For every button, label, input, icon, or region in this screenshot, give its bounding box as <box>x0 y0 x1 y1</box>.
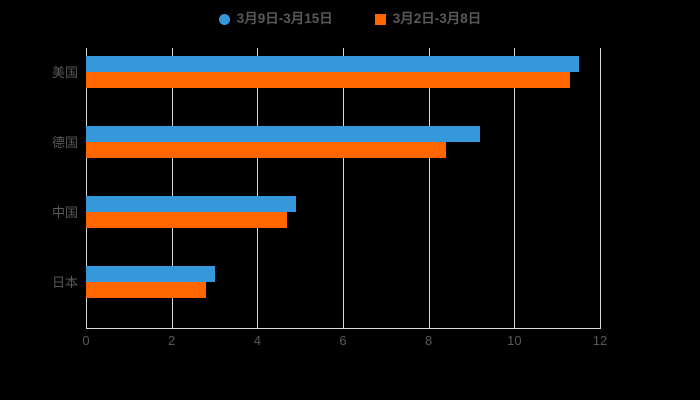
bar-group <box>86 126 600 158</box>
legend-item-series-0[interactable]: 3月9日-3月15日 <box>218 11 333 27</box>
x-axis-line <box>86 328 601 329</box>
x-axis-tick-label: 4 <box>253 333 261 348</box>
bar[interactable] <box>86 266 215 282</box>
bar[interactable] <box>86 56 579 72</box>
bar[interactable] <box>86 196 296 212</box>
bar-group <box>86 196 600 228</box>
x-axis-tick-label: 8 <box>425 333 433 348</box>
legend-label-series-1: 3月2日-3月8日 <box>392 11 482 27</box>
gridline <box>514 48 516 328</box>
bar[interactable] <box>86 282 206 298</box>
bar-group <box>86 56 600 88</box>
gridline <box>86 48 87 328</box>
x-axis-tick-label: 2 <box>168 333 176 348</box>
gridline <box>428 48 430 328</box>
y-axis-tick-label: 德国 <box>51 135 78 150</box>
gridline <box>257 48 259 328</box>
gridline <box>600 48 601 328</box>
gridline <box>343 48 344 328</box>
x-axis-tick-label: 10 <box>507 333 522 348</box>
legend-item-series-1[interactable]: 3月2日-3月8日 <box>374 11 482 27</box>
x-axis-tick-label: 12 <box>592 333 608 348</box>
y-axis-tick-label: 中国 <box>51 205 78 220</box>
x-axis-tick-labels: 0 2 4 6 8 10 12 <box>0 334 700 356</box>
bar[interactable] <box>86 142 446 158</box>
bar-group <box>86 266 600 298</box>
chart-legend: 3月9日-3月15日 3月2日-3月8日 <box>0 6 700 32</box>
legend-circle-marker-icon <box>218 13 230 25</box>
x-axis-tick-label: 6 <box>339 333 347 348</box>
bar[interactable] <box>86 72 571 88</box>
y-axis-tick-label: 美国 <box>51 65 78 80</box>
gridline <box>171 48 173 328</box>
legend-label-series-0: 3月9日-3月15日 <box>236 11 333 27</box>
y-axis-labels: 美国 德国 中国 日本 <box>0 48 78 328</box>
bar[interactable] <box>86 126 481 142</box>
plot-area <box>86 48 601 328</box>
legend-square-marker-icon <box>374 13 386 25</box>
y-axis-tick-label: 日本 <box>51 275 78 290</box>
x-axis-tick-label: 0 <box>82 333 90 348</box>
bar[interactable] <box>86 212 288 228</box>
